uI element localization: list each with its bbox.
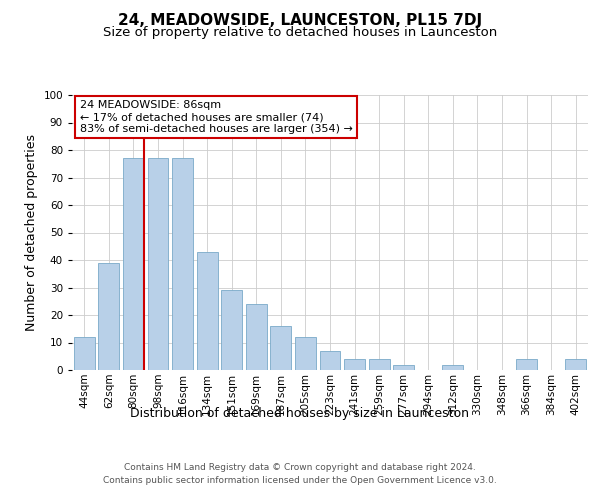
Bar	[98, 263, 119, 370]
Bar	[344, 359, 365, 370]
Bar	[172, 158, 193, 370]
Text: Contains public sector information licensed under the Open Government Licence v3: Contains public sector information licen…	[103, 476, 497, 485]
Bar	[271, 326, 292, 370]
Bar	[246, 304, 267, 370]
Bar	[148, 158, 169, 370]
Bar	[516, 359, 537, 370]
Bar	[368, 359, 389, 370]
Bar	[197, 252, 218, 370]
Bar	[565, 359, 586, 370]
Text: 24, MEADOWSIDE, LAUNCESTON, PL15 7DJ: 24, MEADOWSIDE, LAUNCESTON, PL15 7DJ	[118, 12, 482, 28]
Text: Contains HM Land Registry data © Crown copyright and database right 2024.: Contains HM Land Registry data © Crown c…	[124, 462, 476, 471]
Bar	[123, 158, 144, 370]
Y-axis label: Number of detached properties: Number of detached properties	[25, 134, 38, 331]
Bar	[295, 337, 316, 370]
Bar	[320, 351, 340, 370]
Text: Size of property relative to detached houses in Launceston: Size of property relative to detached ho…	[103, 26, 497, 39]
Bar	[74, 337, 95, 370]
Text: 24 MEADOWSIDE: 86sqm
← 17% of detached houses are smaller (74)
83% of semi-detac: 24 MEADOWSIDE: 86sqm ← 17% of detached h…	[80, 100, 353, 134]
Bar	[393, 364, 414, 370]
Bar	[442, 364, 463, 370]
Bar	[221, 290, 242, 370]
Text: Distribution of detached houses by size in Launceston: Distribution of detached houses by size …	[131, 408, 470, 420]
